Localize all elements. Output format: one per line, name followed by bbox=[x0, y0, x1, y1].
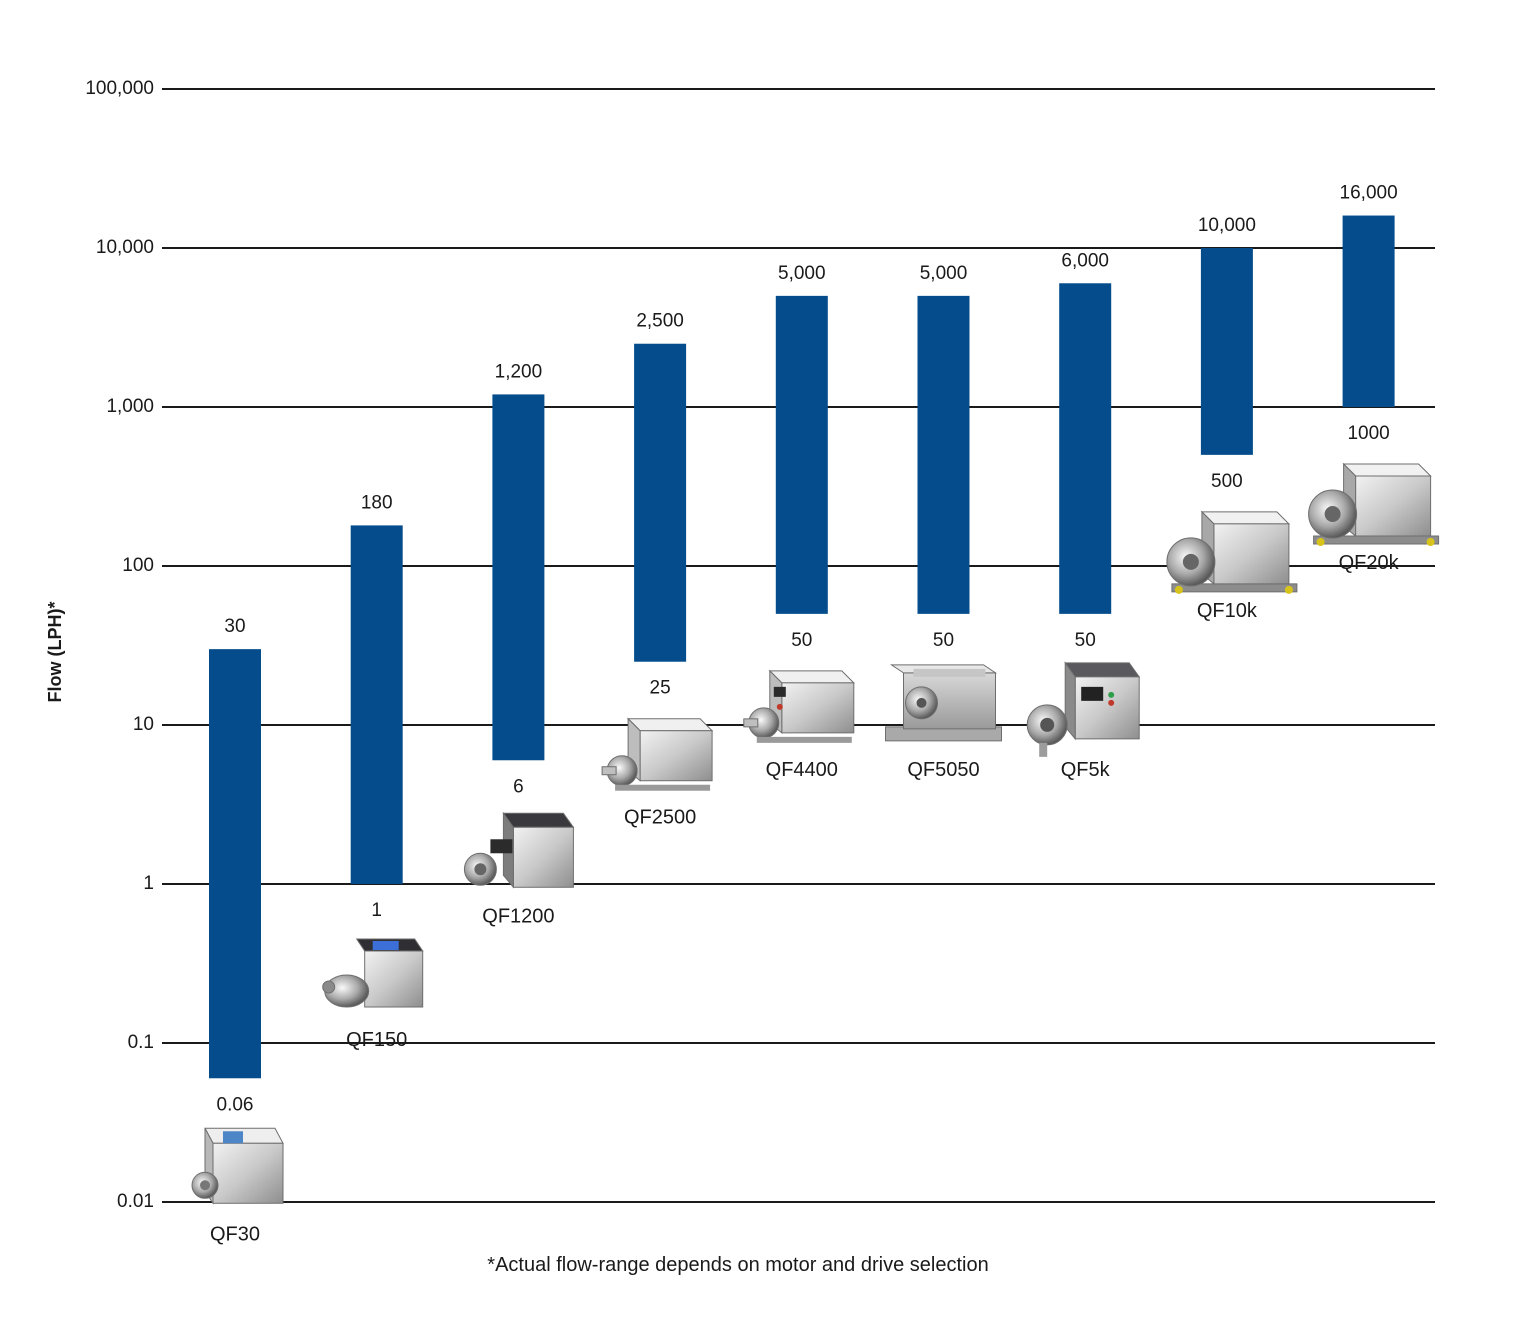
pump-image-qf1200 bbox=[463, 811, 575, 889]
product-name-label-qf2500: QF2500 bbox=[624, 807, 696, 829]
product-name-label-qf5k: QF5k bbox=[1061, 759, 1111, 781]
bar-qf20k bbox=[1342, 215, 1395, 407]
y-tick-label-6: 10,000 bbox=[96, 237, 154, 258]
pump-image-qf150 bbox=[322, 938, 424, 1008]
min-value-label-qf150: 1 bbox=[371, 900, 382, 921]
pump-image-qf2500 bbox=[601, 717, 714, 791]
min-value-label-qf20k: 1000 bbox=[1347, 423, 1389, 444]
y-tick-label-0: 0.01 bbox=[117, 1191, 154, 1212]
y-tick-label-2: 1 bbox=[143, 873, 154, 894]
product-name-label-qf20k: QF20k bbox=[1339, 552, 1400, 574]
y-tick-label-7: 100,000 bbox=[85, 78, 154, 99]
pump-image-qf30 bbox=[191, 1127, 284, 1205]
max-value-label-qf150: 180 bbox=[361, 492, 393, 513]
min-value-label-qf1200: 6 bbox=[513, 776, 524, 797]
min-value-label-qf2500: 25 bbox=[650, 678, 671, 699]
product-name-label-qf30: QF30 bbox=[210, 1223, 260, 1245]
y-axis-label: Flow (LPH)* bbox=[45, 602, 65, 703]
pump-image-qf10k bbox=[1166, 510, 1298, 594]
min-value-label-qf5050: 50 bbox=[933, 630, 954, 651]
footnote: *Actual flow-range depends on motor and … bbox=[487, 1254, 988, 1276]
bar-qf2500 bbox=[634, 343, 687, 662]
max-value-label-qf5050: 5,000 bbox=[920, 263, 968, 284]
max-value-label-qf1200: 1,200 bbox=[495, 361, 543, 382]
product-name-label-qf5050: QF5050 bbox=[907, 759, 979, 781]
bar-qf30 bbox=[209, 649, 261, 1079]
product-name-label-qf10k: QF10k bbox=[1197, 600, 1258, 622]
min-value-label-qf10k: 500 bbox=[1211, 471, 1243, 492]
bar-qf1200 bbox=[492, 394, 545, 761]
labels-layer: 30 0.06 QF30 180 1 QF150 1,200 6 QF1200 2,500 25 QF… bbox=[210, 183, 1400, 1246]
y-tick-label-5: 1,000 bbox=[106, 396, 154, 417]
product-name-label-qf4400: QF4400 bbox=[766, 759, 838, 781]
max-value-label-qf2500: 2,500 bbox=[636, 311, 684, 332]
bars-layer bbox=[209, 215, 1395, 1079]
max-value-label-qf30: 30 bbox=[224, 616, 245, 637]
min-value-label-qf4400: 50 bbox=[791, 630, 812, 651]
product-name-label-qf150: QF150 bbox=[346, 1029, 407, 1051]
pump-image-qf20k bbox=[1308, 462, 1440, 546]
bar-qf4400 bbox=[775, 295, 828, 614]
bar-qf150 bbox=[350, 525, 403, 884]
pump-image-qf4400 bbox=[743, 669, 856, 743]
min-value-label-qf5k: 50 bbox=[1075, 630, 1096, 651]
max-value-label-qf10k: 10,000 bbox=[1198, 215, 1256, 236]
pump-image-qf5050 bbox=[885, 664, 1002, 742]
product-images-layer bbox=[191, 462, 1440, 1205]
max-value-label-qf4400: 5,000 bbox=[778, 263, 826, 284]
y-tick-label-1: 0.1 bbox=[128, 1032, 154, 1053]
min-value-label-qf30: 0.06 bbox=[217, 1094, 254, 1115]
y-tick-label-3: 10 bbox=[133, 714, 154, 735]
bar-qf5k bbox=[1059, 283, 1112, 614]
pump-image-qf5k bbox=[1026, 661, 1141, 757]
product-name-label-qf1200: QF1200 bbox=[482, 905, 554, 927]
bar-qf10k bbox=[1200, 248, 1253, 455]
max-value-label-qf5k: 6,000 bbox=[1061, 250, 1109, 271]
y-tick-label-4: 100 bbox=[122, 555, 154, 576]
bar-qf5050 bbox=[917, 295, 970, 614]
max-value-label-qf20k: 16,000 bbox=[1340, 183, 1398, 204]
